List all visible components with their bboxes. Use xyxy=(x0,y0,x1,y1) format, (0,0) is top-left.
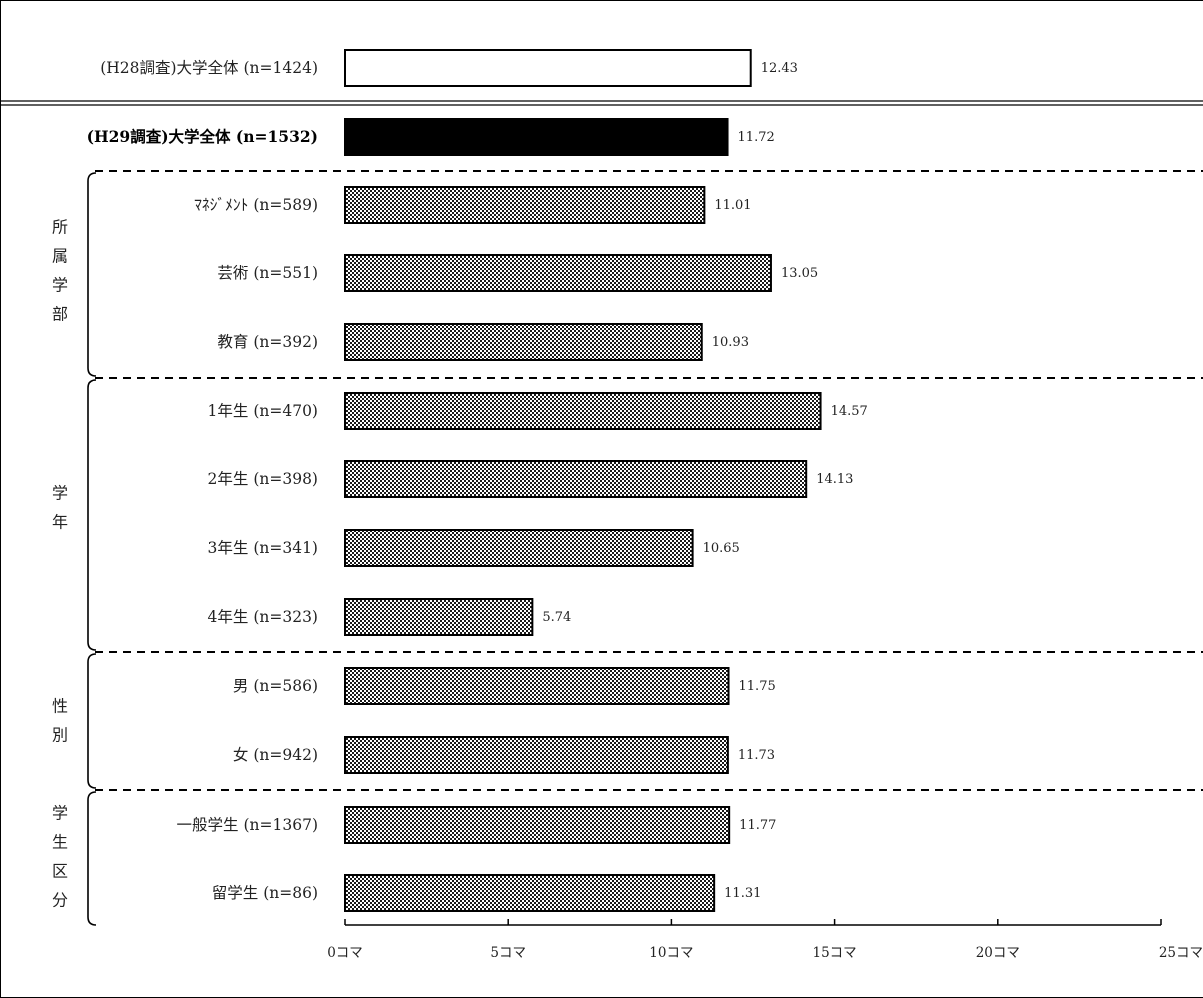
bar-5 xyxy=(344,392,822,430)
bar-1 xyxy=(344,118,729,156)
x-tick-label: 25コマ xyxy=(1159,945,1203,961)
value-label: 10.65 xyxy=(703,541,740,556)
category-label: ﾏﾈｼﾞﾒﾝﾄ (n=589) xyxy=(194,196,318,214)
group-bracket xyxy=(87,379,97,651)
value-label: 14.57 xyxy=(831,404,868,419)
category-label: 3年生 (n=341) xyxy=(208,539,318,557)
value-label: 11.75 xyxy=(739,679,776,694)
group-label-char: 生 xyxy=(52,833,68,852)
group-label-char: 所 xyxy=(52,218,68,237)
value-label: 12.43 xyxy=(761,61,798,76)
x-tick-label: 15コマ xyxy=(813,945,857,961)
bar-0 xyxy=(344,49,752,87)
group-label-char: 学 xyxy=(52,276,68,295)
value-label: 14.13 xyxy=(816,472,853,487)
value-label: 5.74 xyxy=(542,610,571,625)
x-tick-label: 10コマ xyxy=(649,945,693,961)
category-label: 一般学生 (n=1367) xyxy=(177,816,318,834)
value-label: 11.77 xyxy=(739,818,776,833)
group-label-char: 属 xyxy=(52,247,68,266)
bar-12 xyxy=(344,874,716,912)
bar-11 xyxy=(344,806,731,844)
x-tick-label: 20コマ xyxy=(976,945,1020,961)
bar-2 xyxy=(344,186,706,224)
bar-7 xyxy=(344,529,694,567)
group-label-char: 部 xyxy=(52,305,68,324)
x-tick-label: 5コマ xyxy=(490,945,526,961)
bar-9 xyxy=(344,667,730,705)
category-label: 留学生 (n=86) xyxy=(212,884,318,902)
category-label: (H28調査)大学全体 (n=1424) xyxy=(100,59,318,77)
bar-10 xyxy=(344,736,729,774)
bar-4 xyxy=(344,323,703,361)
group-label-char: 性 xyxy=(52,697,68,716)
group-label-char: 学 xyxy=(52,484,68,503)
group-label-char: 別 xyxy=(52,726,68,745)
value-label: 11.31 xyxy=(724,886,761,901)
bar-3 xyxy=(344,254,772,292)
value-label: 13.05 xyxy=(781,266,818,281)
group-label-char: 区 xyxy=(52,862,68,881)
category-label: 女 (n=942) xyxy=(233,745,318,764)
category-label: 男 (n=586) xyxy=(233,677,318,695)
x-tick-label: 0コマ xyxy=(327,945,363,961)
category-label: (H29調査)大学全体 (n=1532) xyxy=(87,127,318,146)
value-label: 11.73 xyxy=(738,748,775,763)
category-label: 1年生 (n=470) xyxy=(208,402,318,420)
group-label-char: 分 xyxy=(52,891,68,910)
bar-6 xyxy=(344,460,808,498)
group-label-char: 年 xyxy=(52,513,68,532)
value-label: 10.93 xyxy=(712,335,749,350)
group-bracket xyxy=(87,653,97,789)
bar-8 xyxy=(344,598,534,636)
group-bracket xyxy=(87,172,97,377)
category-label: 2年生 (n=398) xyxy=(208,470,318,488)
value-label: 11.72 xyxy=(738,130,775,145)
category-label: 芸術 (n=551) xyxy=(217,264,318,282)
group-bracket xyxy=(87,791,97,926)
category-label: 教育 (n=392) xyxy=(217,333,318,351)
category-label: 4年生 (n=323) xyxy=(208,608,318,626)
value-label: 11.01 xyxy=(714,198,751,213)
group-label-char: 学 xyxy=(52,804,68,823)
